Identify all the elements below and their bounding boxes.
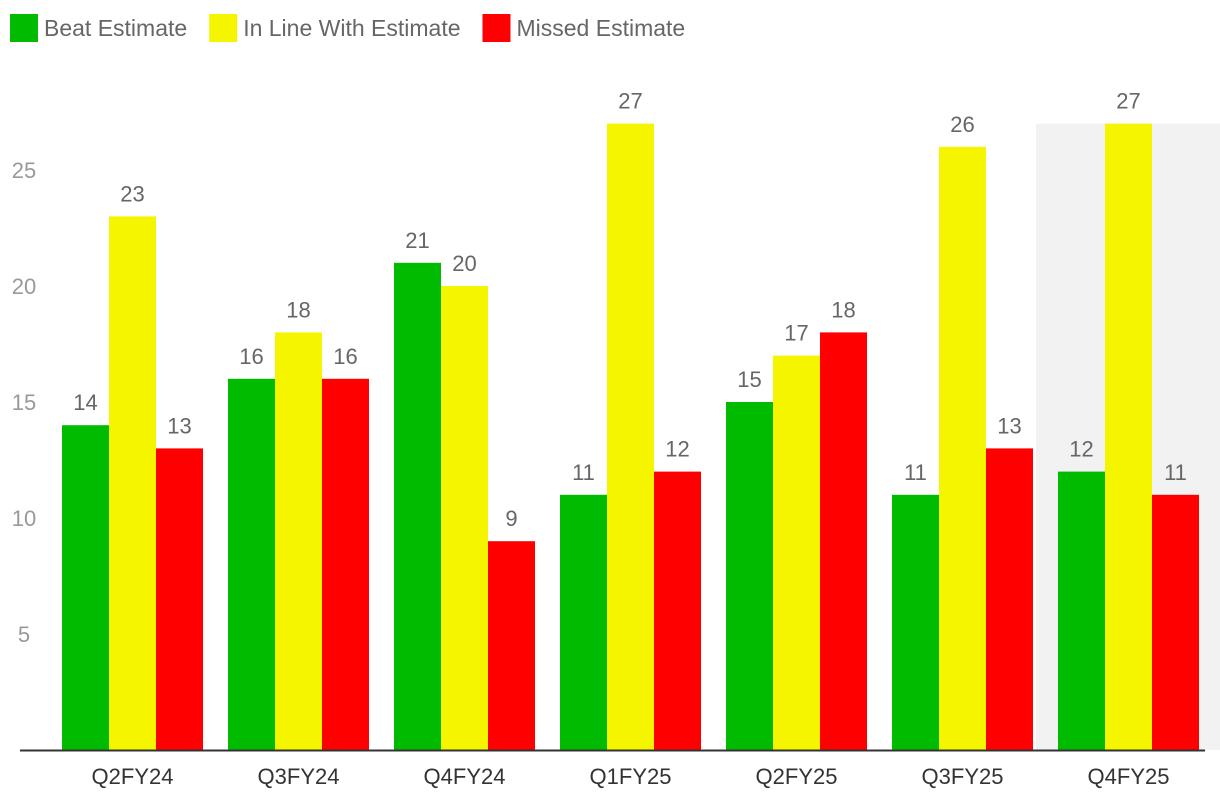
value-label-q4fy25-1: 12 xyxy=(1069,437,1093,462)
bar-q2fy24-1 xyxy=(62,425,109,750)
bar-q1fy25-3 xyxy=(654,471,701,750)
value-label-q4fy25-2: 27 xyxy=(1116,89,1140,114)
x-tick-label-q3fy24: Q3FY24 xyxy=(258,764,340,789)
bar-q2fy25-2 xyxy=(773,355,820,750)
value-label-q1fy25-2: 27 xyxy=(618,89,642,114)
bar-q2fy25-1 xyxy=(726,402,773,750)
bar-q2fy24-2 xyxy=(109,216,156,750)
bar-q2fy24-3 xyxy=(156,448,203,750)
bar-q1fy25-2 xyxy=(607,123,654,751)
value-label-q3fy24-3: 16 xyxy=(333,344,357,369)
value-label-q3fy24-1: 16 xyxy=(239,344,263,369)
bar-q3fy25-1 xyxy=(892,494,939,750)
y-tick-label-15: 15 xyxy=(12,390,36,415)
value-label-q2fy24-3: 13 xyxy=(167,413,191,438)
value-label-q2fy25-2: 17 xyxy=(784,321,808,346)
bar-q4fy25-1 xyxy=(1058,471,1105,750)
value-label-q4fy25-3: 11 xyxy=(1164,460,1187,485)
legend-swatch-3 xyxy=(482,14,511,42)
x-tick-label-q2fy24: Q2FY24 xyxy=(92,764,174,789)
bar-q4fy24-3 xyxy=(488,541,535,750)
bar-q1fy25-1 xyxy=(560,494,607,750)
y-tick-label-5: 5 xyxy=(18,622,30,647)
bars xyxy=(62,123,1199,751)
x-tick-label-q4fy25: Q4FY25 xyxy=(1088,764,1170,789)
value-label-q2fy25-3: 18 xyxy=(831,297,855,322)
y-tick-label-10: 10 xyxy=(12,506,36,531)
x-tick-label-q4fy24: Q4FY24 xyxy=(424,764,506,789)
value-label-q4fy24-3: 9 xyxy=(505,506,517,531)
bar-q3fy25-2 xyxy=(939,146,986,751)
legend-label-1: Beat Estimate xyxy=(44,15,187,41)
value-label-q3fy25-3: 13 xyxy=(997,413,1021,438)
legend-label-2: In Line With Estimate xyxy=(243,15,460,41)
legend-swatch-2 xyxy=(209,14,238,42)
bar-q4fy24-1 xyxy=(394,262,441,750)
value-label-q3fy25-2: 26 xyxy=(950,112,974,137)
bar-q3fy24-3 xyxy=(322,378,369,750)
x-tick-label-q2fy25: Q2FY25 xyxy=(756,764,838,789)
value-label-q2fy25-1: 15 xyxy=(737,367,761,392)
bar-q2fy25-3 xyxy=(820,332,867,750)
value-label-q2fy24-2: 23 xyxy=(120,181,144,206)
value-label-q1fy25-3: 12 xyxy=(665,437,689,462)
legend: Beat Estimate In Line With Estimate Missed… xyxy=(10,14,685,42)
legend-label-3: Missed Estimate xyxy=(517,15,686,41)
bar-q3fy24-1 xyxy=(228,378,275,750)
value-label-q2fy24-1: 14 xyxy=(73,390,97,415)
y-tick-label-20: 20 xyxy=(12,274,36,299)
value-label-q3fy24-2: 18 xyxy=(286,297,310,322)
y-tick-label-25: 25 xyxy=(12,158,36,183)
bar-q3fy25-3 xyxy=(986,448,1033,750)
value-label-q4fy24-1: 21 xyxy=(405,228,429,253)
value-label-q3fy25-1: 11 xyxy=(904,460,927,485)
legend-swatch-1 xyxy=(10,14,38,42)
bar-q4fy25-3 xyxy=(1152,494,1199,750)
value-label-q4fy24-2: 20 xyxy=(452,251,476,276)
y-axis: 5 10 15 20 25 xyxy=(12,158,36,647)
bar-q3fy24-2 xyxy=(275,332,322,750)
value-labels: 14 23 13 16 18 16 21 20 9 11 27 12 15 17 18 11 26 13 12 27 1… xyxy=(73,89,1187,532)
bar-q4fy25-2 xyxy=(1105,123,1152,751)
x-tick-label-q3fy25: Q3FY25 xyxy=(922,764,1004,789)
x-axis: Q2FY24 Q3FY24 Q4FY24 Q1FY25 Q2FY25 Q3FY25 Q4FY… xyxy=(20,749,1205,789)
bar-q4fy24-2 xyxy=(441,286,488,750)
value-label-q1fy25-1: 11 xyxy=(572,460,595,485)
x-tick-label-q1fy25: Q1FY25 xyxy=(590,764,672,789)
